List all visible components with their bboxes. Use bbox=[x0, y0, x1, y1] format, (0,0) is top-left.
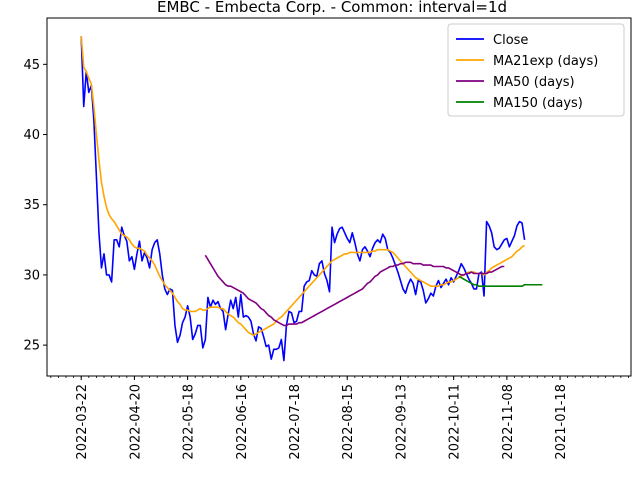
x-tick-label: 2022-09-13 bbox=[394, 384, 409, 460]
x-tick-label: 2022-04-20 bbox=[128, 384, 143, 460]
legend-box bbox=[447, 23, 625, 117]
series-group bbox=[80, 36, 543, 362]
legend-label: MA150 (days) bbox=[493, 96, 583, 111]
x-tick-label: 2022-06-16 bbox=[235, 384, 250, 460]
series-line-ma21exp bbox=[80, 36, 525, 337]
x-tick-label: 2022-11-08 bbox=[501, 384, 516, 460]
y-tick-label: 40 bbox=[23, 128, 40, 143]
y-tick-label: 25 bbox=[23, 339, 40, 354]
x-tick-label: 2022-05-18 bbox=[182, 384, 197, 460]
series-line-close bbox=[80, 36, 526, 362]
legend: Close MA21exp (days) MA50 (days) MA150 (day… bbox=[447, 23, 625, 117]
legend-label: MA50 (days) bbox=[493, 75, 575, 90]
x-tick-label: 2022-03-22 bbox=[75, 384, 90, 460]
series-line-ma150 bbox=[458, 275, 543, 287]
y-tick-label: 45 bbox=[23, 58, 40, 73]
x-tick-label: 2022-08-15 bbox=[341, 384, 356, 460]
y-axis: 25 30 35 40 45 bbox=[23, 58, 47, 354]
x-axis: 2022-03-22 2022-04-20 2022-05-18 2022-06-16… bbox=[50, 376, 629, 460]
x-tick-label: 2021-01-18 bbox=[554, 384, 569, 460]
legend-label: Close bbox=[493, 33, 528, 48]
x-tick-label: 2022-10-11 bbox=[448, 384, 463, 460]
series-line-ma50 bbox=[204, 254, 505, 327]
chart-title: EMBC - Embecta Corp. - Common: interval=… bbox=[157, 0, 507, 16]
x-tick-label: 2022-07-18 bbox=[288, 384, 303, 460]
legend-label: MA21exp (days) bbox=[493, 54, 598, 69]
y-tick-label: 30 bbox=[23, 268, 40, 283]
y-tick-label: 35 bbox=[23, 198, 40, 213]
